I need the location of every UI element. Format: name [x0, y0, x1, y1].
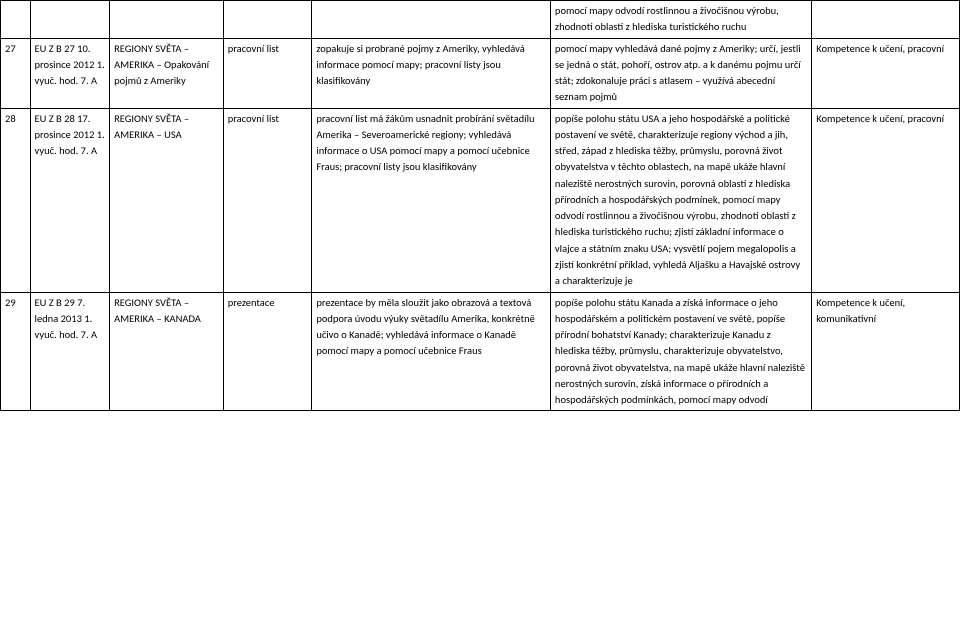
table-row: 29 EU Z B 29 7. ledna 2013 1. vyuč. hod.…: [1, 292, 960, 411]
cell-type: pracovní list: [223, 38, 312, 108]
cell-type: [223, 1, 312, 39]
cell-topic: REGIONY SVĚTA – AMERIKA – KANADA: [110, 292, 224, 411]
curriculum-table: pomocí mapy odvodí rostlinnou a živočišn…: [0, 0, 960, 411]
cell-num: 27: [1, 38, 31, 108]
cell-type: prezentace: [223, 292, 312, 411]
table-row: pomocí mapy odvodí rostlinnou a živočišn…: [1, 1, 960, 39]
cell-num: [1, 1, 31, 39]
cell-topic: REGIONY SVĚTA – AMERIKA – USA: [110, 108, 224, 292]
cell-outcome: pomocí mapy odvodí rostlinnou a živočišn…: [550, 1, 811, 39]
cell-comp: Kompetence k učení, komunikativní: [812, 292, 960, 411]
cell-desc: pracovní list má žákům usnadnit probírán…: [312, 108, 551, 292]
cell-type: pracovní list: [223, 108, 312, 292]
table-row: 27 EU Z B 27 10. prosince 2012 1. vyuč. …: [1, 38, 960, 108]
cell-topic: [110, 1, 224, 39]
cell-date: EU Z B 29 7. ledna 2013 1. vyuč. hod. 7.…: [30, 292, 110, 411]
cell-desc: zopakuje si probrané pojmy z Ameriky, vy…: [312, 38, 551, 108]
cell-outcome: popíše polohu státu Kanada a získá infor…: [550, 292, 811, 411]
cell-outcome: popíše polohu státu USA a jeho hospodářs…: [550, 108, 811, 292]
cell-comp: Kompetence k učení, pracovní: [812, 108, 960, 292]
cell-outcome: pomocí mapy vyhledává dané pojmy z Ameri…: [550, 38, 811, 108]
cell-date: EU Z B 28 17. prosince 2012 1. vyuč. hod…: [30, 108, 110, 292]
cell-desc: [312, 1, 551, 39]
cell-comp: [812, 1, 960, 39]
cell-num: 28: [1, 108, 31, 292]
cell-topic: REGIONY SVĚTA – AMERIKA – Opakování pojm…: [110, 38, 224, 108]
table-row: 28 EU Z B 28 17. prosince 2012 1. vyuč. …: [1, 108, 960, 292]
cell-date: EU Z B 27 10. prosince 2012 1. vyuč. hod…: [30, 38, 110, 108]
cell-date: [30, 1, 110, 39]
cell-desc: prezentace by měla sloužit jako obrazová…: [312, 292, 551, 411]
cell-comp: Kompetence k učení, pracovní: [812, 38, 960, 108]
cell-num: 29: [1, 292, 31, 411]
